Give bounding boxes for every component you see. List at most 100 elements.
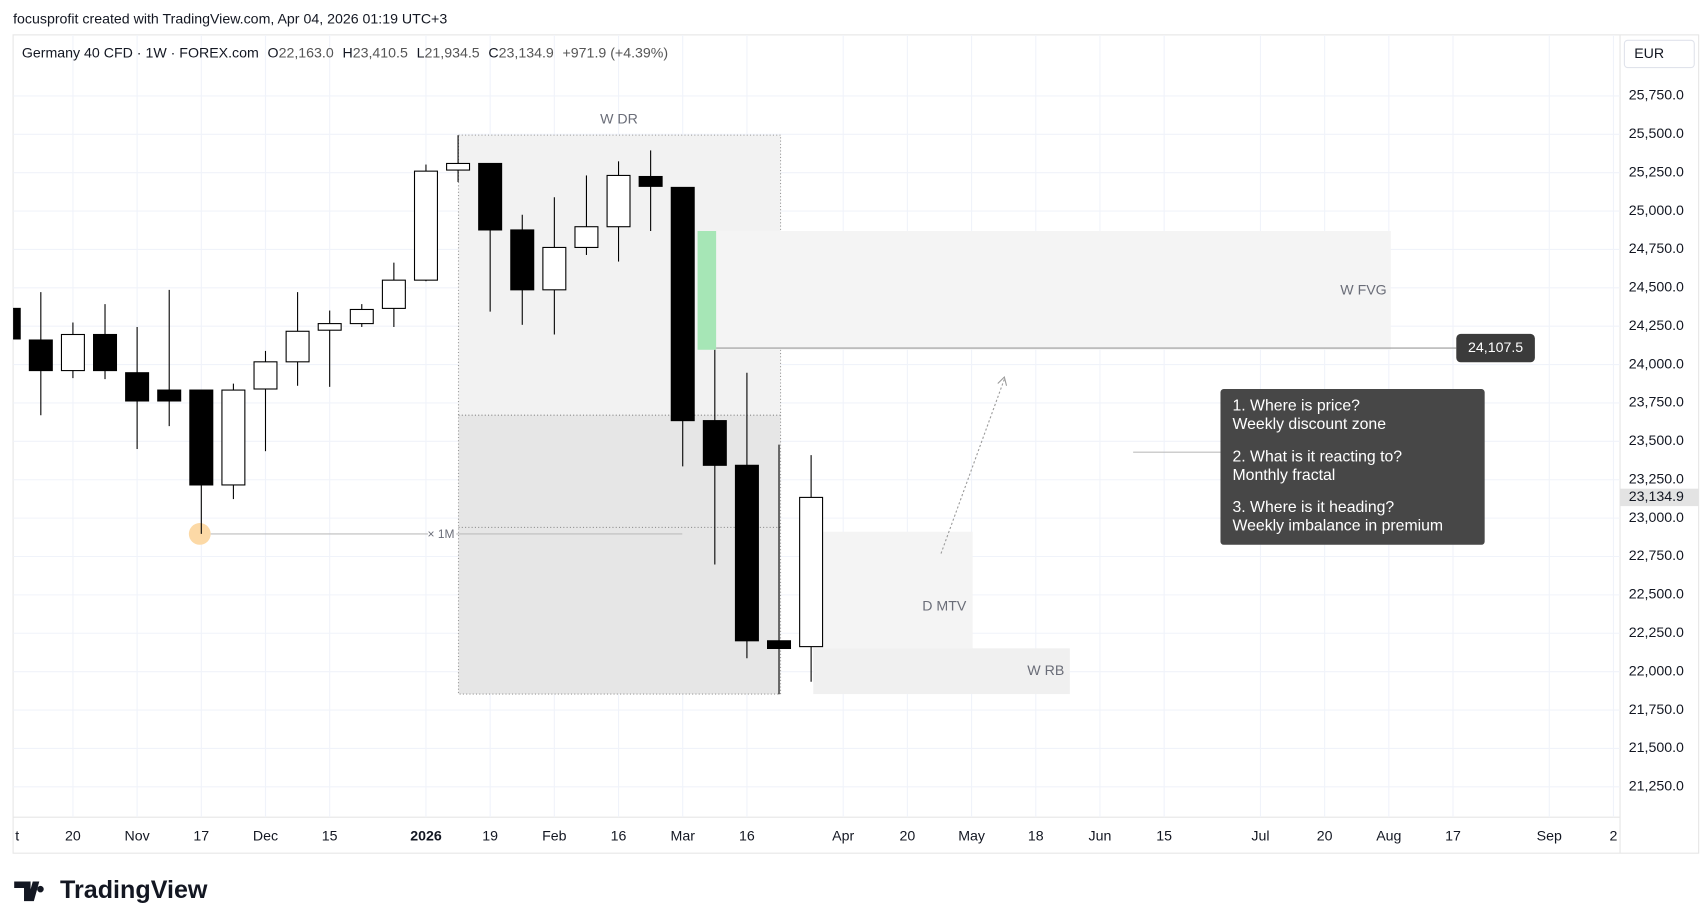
w-rb-label: W RB — [1027, 663, 1064, 679]
last-price-tag — [1620, 488, 1699, 507]
x-tick-label: Sep — [1537, 829, 1562, 845]
x-1m-label: × 1M — [428, 527, 455, 541]
y-tick-label: 22,500.0 — [1629, 587, 1684, 603]
w-dr-discount — [458, 415, 781, 695]
last-price-label: 23,134.9 — [1629, 489, 1684, 505]
x-tick-label: 16 — [739, 829, 755, 845]
y-tick-label: 24,000.0 — [1629, 356, 1684, 372]
x-tick-label: Nov — [125, 829, 151, 845]
projection-arrow — [940, 379, 1005, 554]
candle-body — [606, 174, 631, 228]
candle-body — [767, 640, 792, 650]
fvg-highlight — [697, 231, 717, 350]
x-tick-label: Dec — [253, 829, 278, 845]
legend-key: C — [488, 45, 498, 61]
y-tick-label: 21,500.0 — [1629, 740, 1684, 756]
candle-body — [349, 308, 374, 325]
x-tick-label: Jun — [1089, 829, 1112, 845]
zones — [188, 134, 1391, 695]
x-tick-label: 16 — [611, 829, 627, 845]
candle-body — [381, 279, 406, 309]
candle-body — [221, 389, 246, 486]
currency-button[interactable] — [1623, 39, 1695, 69]
w-dr-label: W DR — [600, 112, 638, 128]
candle-body — [413, 170, 438, 281]
candle-body — [702, 420, 727, 466]
candle-body — [285, 330, 310, 363]
currency[interactable]: EUR — [1634, 46, 1664, 62]
note-answer: Monthly fractal — [1232, 467, 1335, 484]
symbol: Germany 40 CFD · 1W · FOREX.com — [22, 45, 259, 61]
arrow-head — [997, 375, 1008, 386]
candle-body — [638, 175, 663, 187]
y-tick-label: 23,000.0 — [1629, 510, 1684, 526]
logo-mark — [14, 881, 44, 902]
legend-value: 23,134.9 — [499, 45, 554, 61]
y-tick-label: 25,250.0 — [1629, 164, 1684, 180]
x-tick-label: 17 — [1445, 829, 1461, 845]
x-tick-label: 19 — [482, 829, 498, 845]
x-tick-label: 15 — [1156, 829, 1172, 845]
x-tick-label: 2026 — [410, 829, 442, 845]
y-tick-label: 22,250.0 — [1629, 625, 1684, 641]
x-tick-label: t — [15, 829, 19, 845]
candle-body — [13, 307, 21, 340]
candle-body — [317, 323, 342, 331]
legend-value: 22,163.0 — [279, 45, 334, 61]
x-tick-label: Aug — [1376, 829, 1401, 845]
candle-body — [478, 162, 503, 231]
legend-value: 23,410.5 — [353, 45, 408, 61]
note-question: 3. Where is it heading? — [1232, 499, 1394, 516]
y-tick-label: 24,750.0 — [1629, 241, 1684, 257]
swing-marker — [188, 523, 211, 545]
y-tick-label: 25,750.0 — [1629, 88, 1684, 104]
x-tick-label: 20 — [1317, 829, 1333, 845]
y-tick-label: 22,000.0 — [1629, 663, 1684, 679]
y-tick-label: 21,250.0 — [1629, 779, 1684, 795]
x-tick-label: 18 — [1028, 829, 1044, 845]
candle-body — [253, 361, 278, 390]
w-rb-zone — [813, 648, 1070, 695]
note-question: 2. What is it reacting to? — [1232, 448, 1402, 465]
y-tick-label: 23,500.0 — [1629, 433, 1684, 449]
legend-change: +971.9 (+4.39%) — [563, 45, 669, 61]
candle-body — [157, 389, 182, 402]
price-line-tag — [1456, 333, 1535, 363]
y-tick-label: 22,750.0 — [1629, 548, 1684, 564]
candle-body — [60, 333, 85, 372]
x-tick-label: 2 — [1610, 829, 1618, 845]
d-mtv-label: D MTV — [922, 599, 967, 615]
credit: focusprofit created with TradingView.com… — [13, 11, 447, 27]
candle-body — [574, 226, 599, 248]
y-tick-label: 23,750.0 — [1629, 395, 1684, 411]
legend-key: H — [342, 45, 352, 61]
y-tick-label: 24,500.0 — [1629, 280, 1684, 296]
candle-body — [93, 333, 118, 372]
legend-key: L — [417, 45, 425, 61]
legend-key: O — [268, 45, 279, 61]
brand-logo — [14, 881, 44, 902]
y-tick-label: 25,000.0 — [1629, 203, 1684, 219]
candle-body — [799, 496, 824, 648]
x-tick-label: Apr — [832, 829, 854, 845]
candle-body — [125, 372, 150, 402]
w-fvg-label: W FVG — [1340, 283, 1386, 299]
note-box — [1220, 388, 1485, 545]
x-tick-label: Jul — [1251, 829, 1269, 845]
candle-body — [446, 162, 471, 171]
price-line-label: 24,107.5 — [1468, 340, 1523, 356]
note-answer: Weekly discount zone — [1232, 416, 1386, 433]
candle-body — [734, 464, 759, 642]
chart-frame — [12, 34, 1700, 854]
y-tick-label: 21,750.0 — [1629, 702, 1684, 718]
x-tick-label: 15 — [322, 829, 338, 845]
x-tick-label: May — [958, 829, 986, 845]
candle-body — [189, 389, 214, 486]
candle-body — [542, 246, 567, 291]
w-fvg-zone — [715, 231, 1391, 350]
x-tick-label: 17 — [193, 829, 209, 845]
candle-body — [28, 339, 53, 372]
brand: TradingView — [60, 876, 208, 904]
y-tick-label: 24,250.0 — [1629, 318, 1684, 334]
